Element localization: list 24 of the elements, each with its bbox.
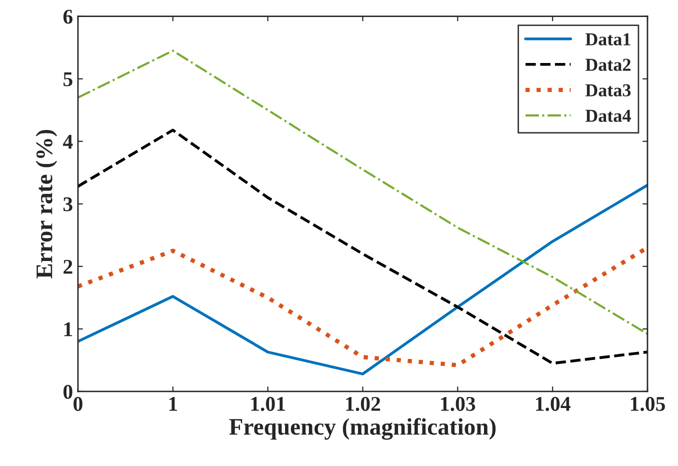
line-series — [78, 50, 648, 335]
y-axis-title: Error rate (%) — [36, 130, 58, 278]
x-tick-label: 0 — [74, 396, 82, 411]
x-tick-label: 1.04 — [536, 396, 570, 412]
y-tick-label: 3 — [63, 197, 72, 212]
line-series — [78, 184, 648, 376]
y-tick-label: 1 — [64, 322, 72, 336]
y-tick-label: 0 — [63, 384, 72, 399]
x-tick-label: 1.05 — [630, 396, 665, 412]
legend-label: Data3 — [585, 84, 631, 96]
x-tick-label: 1.01 — [251, 396, 285, 412]
legend-label: Data4 — [585, 110, 631, 122]
x-tick-label: 1.03 — [441, 396, 476, 412]
y-tick-label: 2 — [64, 260, 72, 274]
legend-label: Data2 — [585, 58, 630, 71]
x-tick-label: 1 — [169, 397, 178, 411]
line-series — [78, 246, 648, 368]
y-tick-label: 5 — [64, 72, 72, 86]
x-tick-label: 1.02 — [346, 396, 380, 412]
line-series — [78, 128, 648, 365]
y-tick-label: 4 — [62, 134, 73, 149]
x-axis-title: Frequency (magnification) — [229, 418, 496, 440]
y-tick-label: 6 — [63, 10, 72, 24]
legend-label: Data1 — [585, 33, 630, 46]
